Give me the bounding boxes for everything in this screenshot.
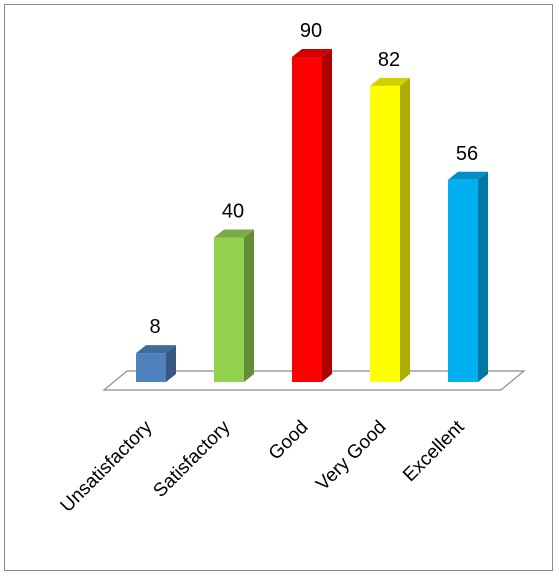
bar-top	[370, 77, 410, 86]
bar-side	[244, 229, 254, 382]
bar-4	[370, 77, 410, 382]
bar-front	[292, 57, 322, 382]
data-label: 56	[456, 143, 478, 165]
bar-side	[166, 345, 176, 382]
bar-front	[136, 353, 166, 382]
data-label-group: 8 40 90 82 56	[149, 20, 478, 338]
category-tick-label: Excellent	[399, 416, 469, 486]
data-label: 90	[300, 20, 322, 42]
category-tick-label: Satisfactory	[149, 416, 234, 501]
data-label: 82	[378, 49, 400, 71]
bar-group	[136, 49, 488, 382]
bar-front	[214, 237, 244, 382]
bar-top	[214, 229, 254, 238]
bar-5	[448, 171, 488, 382]
bar-side	[400, 77, 410, 382]
bar-side	[478, 171, 488, 382]
category-tick-label: Unsatisfactory	[57, 416, 157, 516]
bar-front	[370, 85, 400, 382]
bar-side	[322, 49, 332, 382]
category-tick-label: Very Good	[312, 417, 390, 495]
bar-top	[292, 49, 332, 58]
bar-1	[136, 345, 176, 382]
category-tick-label: Good	[265, 417, 313, 465]
bar-top	[136, 345, 176, 354]
bar-3	[292, 49, 332, 382]
bar-2	[214, 229, 254, 382]
bar-top	[448, 171, 488, 180]
bar-front	[448, 179, 478, 382]
data-label: 8	[149, 316, 160, 338]
data-label: 40	[222, 201, 244, 223]
